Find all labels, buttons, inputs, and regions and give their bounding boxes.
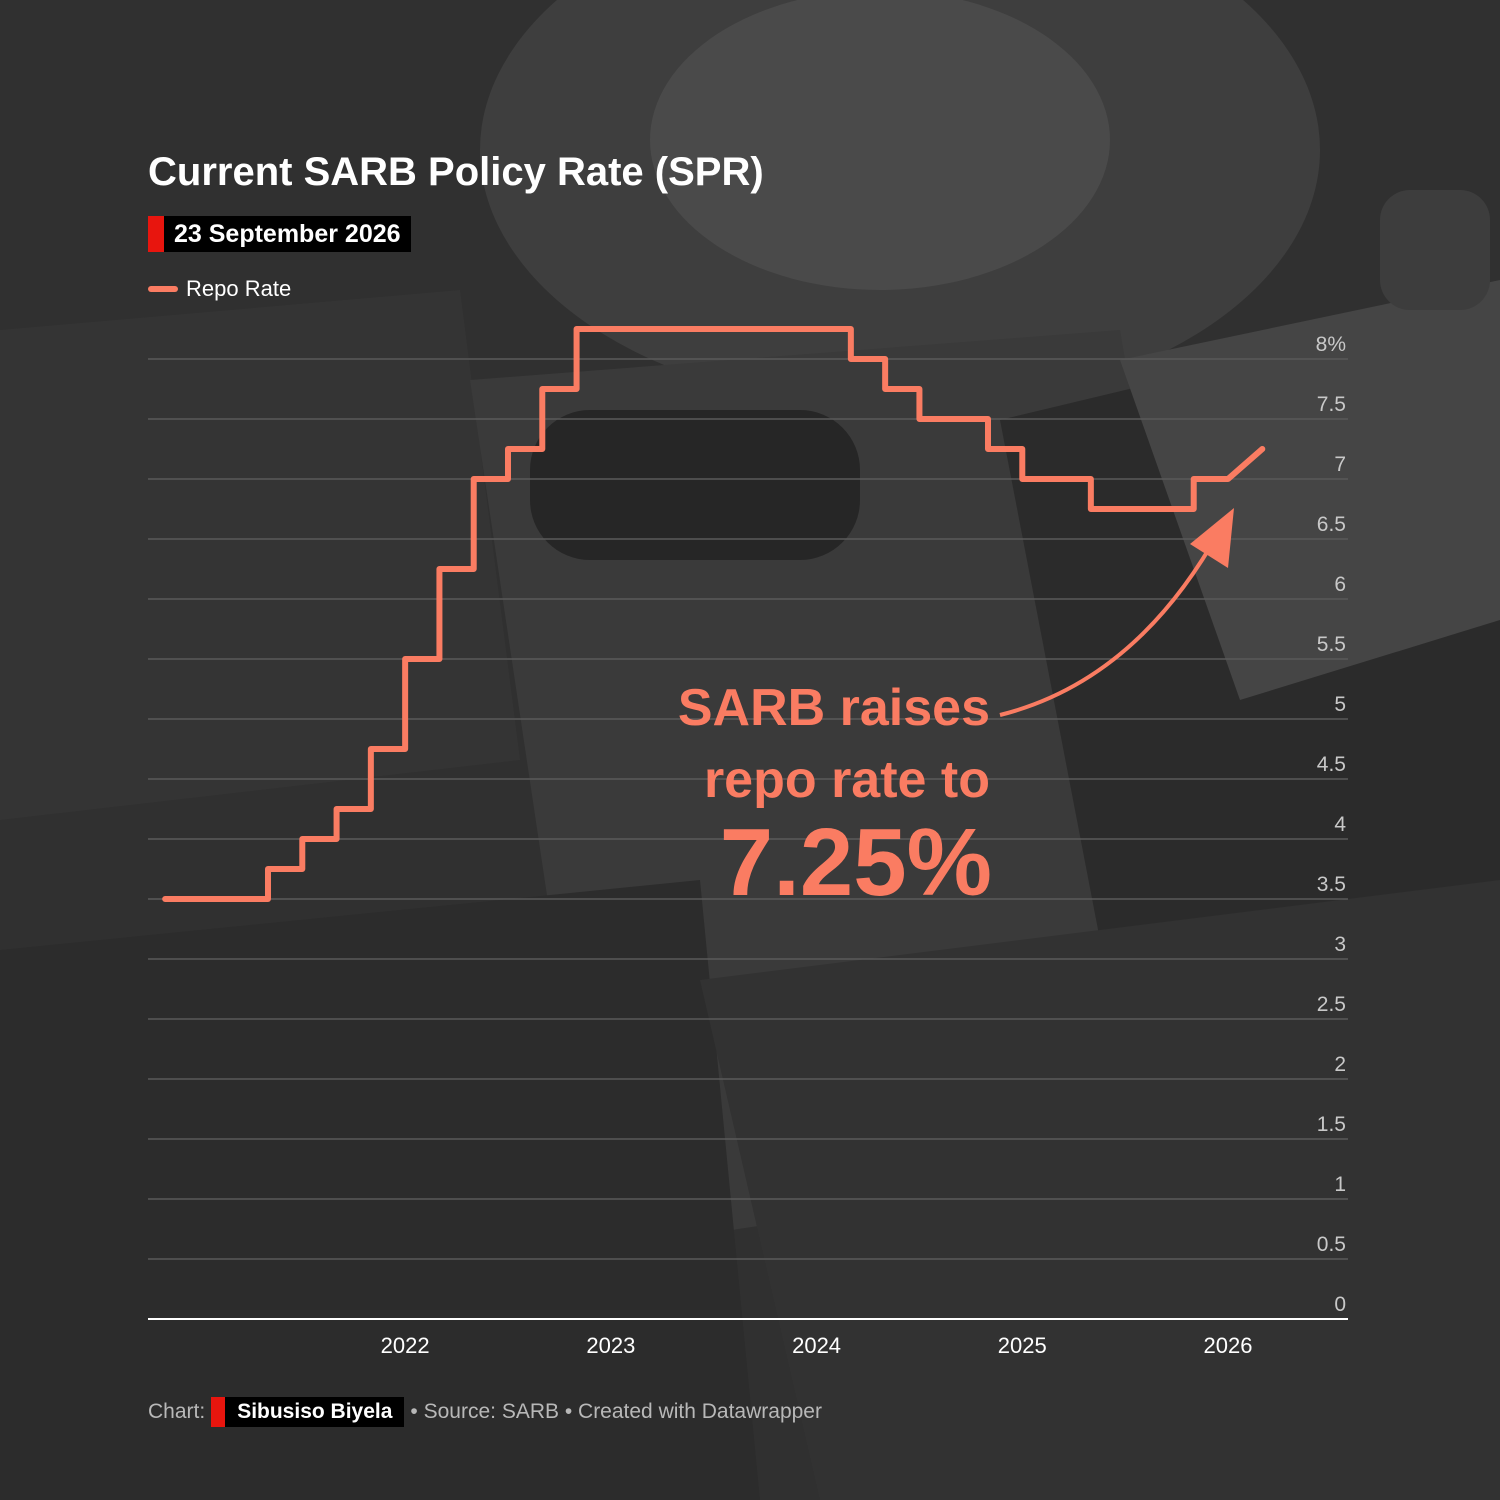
y-tick-label: 4 [1334,813,1346,836]
chart-title: Current SARB Policy Rate (SPR) [148,150,764,194]
y-tick-label: 4.5 [1317,753,1346,776]
x-tick-label: 2023 [586,1333,635,1358]
footer-prefix: Chart: [148,1400,206,1423]
annotation-value: 7.25% [720,809,992,916]
y-tick-label: 3.5 [1317,873,1346,896]
repo-rate-line [162,326,1266,902]
x-tick-label: 2025 [998,1333,1047,1358]
y-tick-label: 2.5 [1317,993,1346,1016]
y-axis-ticks: 8% 7.5 7 6.5 6 5.5 5 4.5 4 3.5 3 2.5 2 1.5 1 0.5 0 [1316,333,1347,1316]
x-tick-label: 2022 [381,1333,430,1358]
legend-swatch [148,286,178,292]
y-tick-label: 5 [1334,693,1346,716]
legend-label: Repo Rate [186,276,292,301]
y-tick-label: 5.5 [1317,633,1346,656]
date-badge: 23 September 2026 [148,216,411,252]
footer-author: Sibusiso Biyela [225,1397,405,1427]
author-badge-accent [211,1397,226,1427]
legend: Repo Rate [148,276,291,302]
annotation-line-2: repo rate to [704,751,990,809]
footer-source: • Source: SARB • Created with Datawrappe… [410,1400,822,1423]
y-tick-label: 6 [1334,573,1346,596]
y-tick-label: 2 [1334,1053,1346,1076]
annotation-arrow [999,529,1222,717]
y-tick-label: 0.5 [1317,1233,1346,1256]
y-tick-label: 0 [1334,1293,1346,1316]
date-badge-accent [148,216,164,252]
footer: Chart: Sibusiso Biyela • Source: SARB • … [148,1396,822,1428]
y-tick-label: 7 [1334,453,1346,476]
date-text: 23 September 2026 [164,216,411,252]
y-tick-label: 6.5 [1317,513,1346,536]
gridlines [148,358,1348,1260]
x-axis-ticks: 2022 2023 2024 2025 2026 [381,1333,1253,1358]
y-tick-label: 3 [1334,933,1346,956]
x-tick-label: 2024 [792,1333,841,1358]
annotation-line-1: SARB raises [678,679,990,737]
y-tick-label: 1 [1334,1173,1346,1196]
annotation-arrowhead [1190,508,1234,568]
y-tick-label: 8% [1316,333,1346,356]
annotation: SARB raises repo rate to 7.25% [678,508,1234,916]
x-tick-label: 2026 [1204,1333,1253,1358]
y-tick-label: 7.5 [1317,393,1346,416]
y-tick-label: 1.5 [1317,1113,1346,1136]
